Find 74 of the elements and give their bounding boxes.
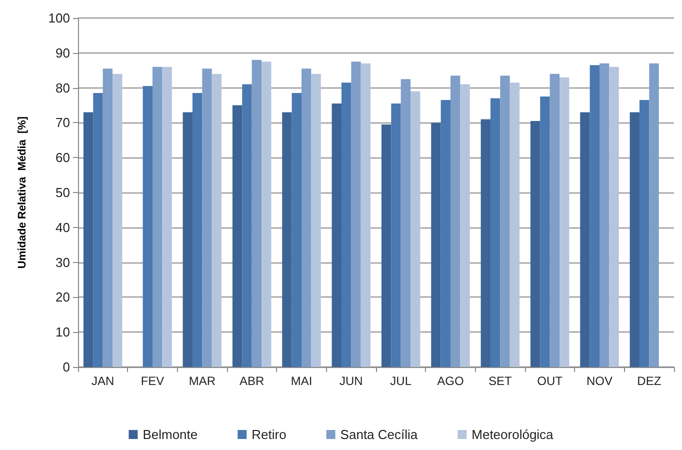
bar: [202, 68, 212, 367]
y-tick-label: 40: [56, 220, 70, 235]
bar: [232, 105, 242, 367]
y-tick-label: 50: [56, 185, 70, 200]
bar: [252, 60, 262, 367]
bar: [500, 76, 510, 367]
bar: [490, 98, 500, 367]
y-tick-label: 20: [56, 290, 70, 305]
bar: [560, 77, 570, 367]
x-tick-label: JUN: [339, 374, 363, 388]
bar: [112, 74, 122, 367]
bar: [530, 120, 540, 367]
bar: [590, 65, 600, 367]
bar: [600, 63, 610, 367]
bar: [550, 74, 560, 367]
legend-label: Santa Cecília: [340, 427, 418, 442]
x-tick-label: JUL: [390, 374, 412, 388]
y-tick-label: 0: [62, 360, 70, 374]
bar: [381, 124, 392, 367]
bar: [182, 112, 192, 367]
x-tick-label: AGO: [437, 374, 464, 388]
bar: [212, 74, 222, 367]
x-tick-label: JAN: [91, 374, 114, 388]
bar: [242, 84, 252, 367]
y-tick-label: 30: [56, 254, 70, 270]
bar: [400, 79, 411, 367]
legend-label: Belmonte: [142, 427, 198, 442]
bar: [351, 62, 361, 367]
bar: [93, 93, 103, 367]
bar: [480, 119, 490, 367]
y-tick-label: 100: [48, 10, 70, 26]
bar: [460, 84, 470, 367]
legend-label: Meteorológica: [472, 427, 554, 442]
y-tick-label: 70: [56, 115, 70, 130]
bar: [302, 68, 312, 367]
bar: [510, 82, 520, 367]
bar: [410, 91, 420, 367]
y-tick-label: 60: [56, 150, 70, 166]
y-tick-label: 10: [56, 324, 70, 340]
bar: [282, 112, 292, 367]
bar: [639, 100, 650, 367]
bar: [450, 76, 460, 367]
bar: [360, 63, 371, 367]
x-tick-label: OUT: [537, 374, 564, 388]
bar: [649, 63, 659, 367]
x-tick-label: FEV: [140, 374, 164, 388]
x-tick-label: ABR: [239, 374, 264, 388]
x-tick-label: MAR: [188, 374, 216, 388]
y-tick-label: 80: [56, 80, 70, 96]
bar: [311, 74, 321, 367]
bar: [440, 100, 450, 367]
bar: [540, 96, 550, 367]
bar: [609, 66, 619, 367]
x-tick-label: DEZ: [637, 374, 662, 388]
bar: [292, 93, 302, 367]
y-tick-label: 90: [56, 45, 70, 60]
bar: [262, 62, 272, 367]
x-tick-label: MAI: [290, 374, 312, 388]
bar: [332, 104, 342, 367]
bar: [162, 66, 172, 367]
y-axis-title: Umidade Relativa Média [%]: [16, 116, 28, 269]
bar: [102, 68, 113, 367]
bar: [142, 86, 152, 367]
x-tick-label: SET: [488, 374, 513, 388]
bar: [192, 93, 202, 367]
bar: [83, 112, 94, 367]
bar: [391, 104, 401, 367]
x-tick-label: NOV: [586, 374, 613, 388]
legend-label: Retiro: [252, 427, 286, 442]
bar: [580, 112, 590, 367]
bar: [431, 122, 441, 367]
bar: [630, 112, 640, 367]
bar: [341, 82, 352, 367]
bar: [152, 66, 162, 367]
